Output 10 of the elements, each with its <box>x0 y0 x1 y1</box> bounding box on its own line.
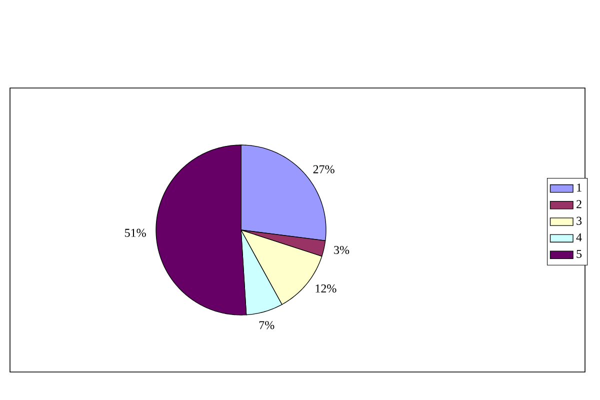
data-label: 3% <box>334 246 350 254</box>
data-label: 12% <box>316 284 336 293</box>
legend-label: 4 <box>576 233 582 242</box>
data-label: 27% <box>313 165 334 174</box>
legend-label: 5 <box>576 250 582 258</box>
legend-label: 1 <box>577 184 582 192</box>
data-label: 51% <box>125 228 146 237</box>
legend-label: 2 <box>576 200 582 208</box>
data-label: 7% <box>259 321 274 330</box>
legend-label: 3 <box>576 216 582 225</box>
